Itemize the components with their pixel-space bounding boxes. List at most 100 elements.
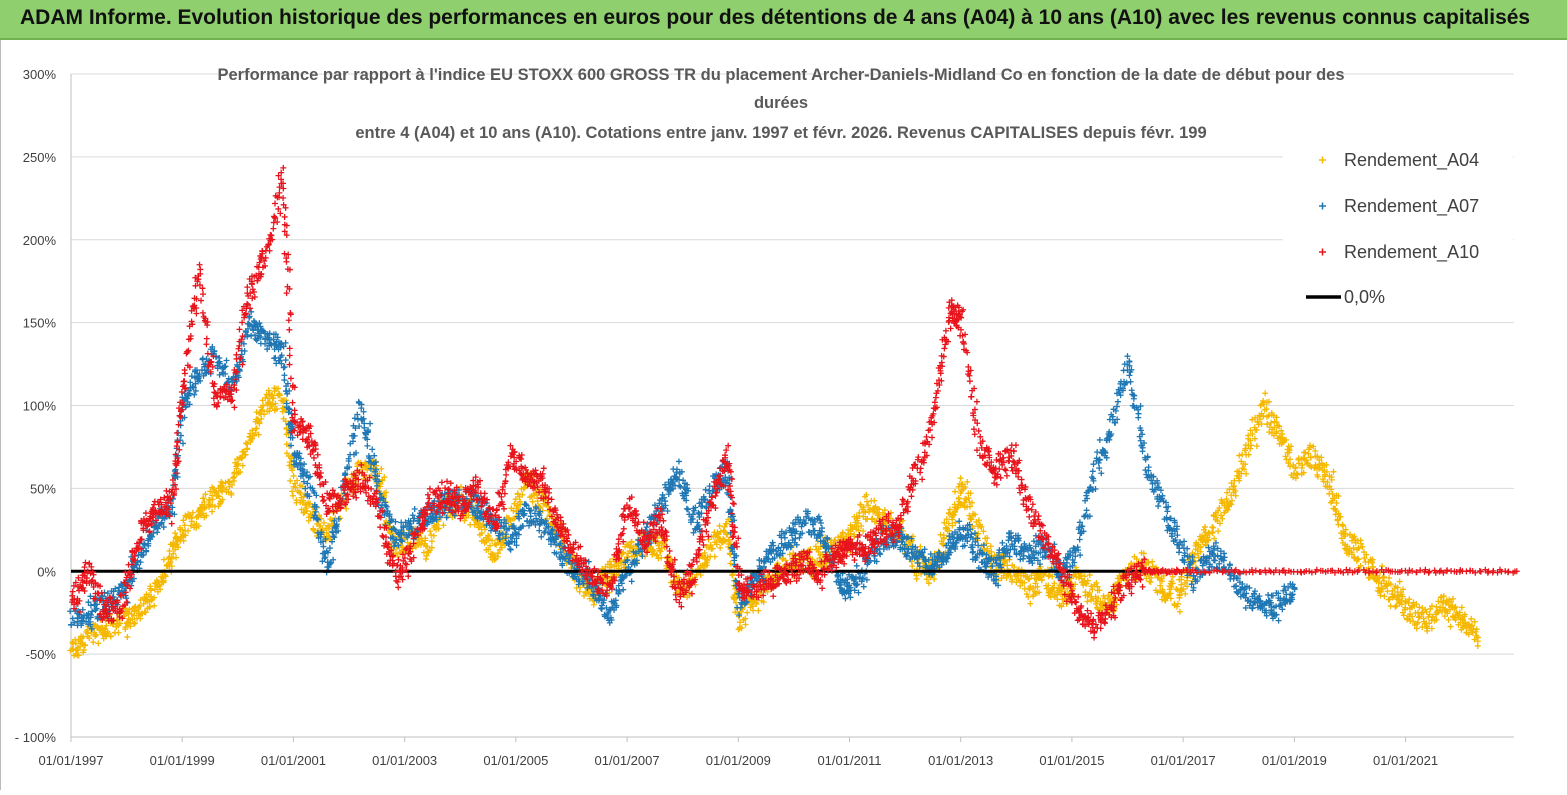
data-point (1139, 448, 1145, 454)
data-point (283, 357, 289, 363)
data-point (1084, 507, 1090, 513)
y-axis-ticks: 300%250%200%150%100%50%0%-50%- 100% (15, 67, 57, 745)
x-tick-label: 01/01/2005 (483, 753, 548, 768)
data-point (988, 564, 994, 570)
data-point (1392, 604, 1398, 610)
data-point (703, 487, 709, 493)
data-point (1448, 624, 1454, 630)
data-point (658, 549, 664, 555)
data-point (427, 528, 433, 534)
data-point (412, 506, 418, 512)
x-tick-label: 01/01/2019 (1262, 753, 1327, 768)
data-point (1087, 572, 1093, 578)
data-point (1302, 450, 1308, 456)
report-banner: ADAM Informe. Evolution historique des p… (0, 0, 1567, 40)
data-point (1077, 537, 1083, 543)
data-point (909, 563, 915, 569)
data-point (248, 333, 254, 339)
data-point (629, 578, 635, 584)
data-point (684, 506, 690, 512)
x-tick-label: 01/01/2003 (372, 753, 437, 768)
data-point (115, 630, 121, 636)
y-tick-label: 200% (23, 233, 57, 248)
x-tick-label: 01/01/2017 (1151, 753, 1216, 768)
data-point (1330, 469, 1336, 475)
data-point (952, 520, 958, 526)
data-point (1177, 609, 1183, 615)
data-point (1148, 579, 1154, 585)
data-point (367, 421, 373, 427)
data-point (90, 639, 96, 645)
data-point (1210, 525, 1216, 531)
data-point (1268, 420, 1274, 426)
y-tick-label: -50% (26, 647, 57, 662)
data-point (1254, 443, 1260, 449)
data-point (685, 506, 691, 512)
data-point (431, 533, 437, 539)
data-point (1468, 616, 1474, 622)
y-tick-label: 150% (23, 316, 57, 331)
data-point (310, 527, 316, 533)
data-point (343, 506, 349, 512)
data-point (523, 501, 529, 507)
data-point (1381, 593, 1387, 599)
data-point (1155, 503, 1161, 509)
performance-chart: 300%250%200%150%100%50%0%-50%- 100% 01/0… (1, 40, 1567, 790)
data-point (290, 493, 296, 499)
y-tick-label: 250% (23, 150, 57, 165)
data-point (970, 550, 976, 556)
data-point (242, 348, 248, 354)
data-point (755, 608, 761, 614)
data-point (151, 603, 157, 609)
data-point (1386, 575, 1392, 581)
data-point (1098, 470, 1104, 476)
x-tick-label: 01/01/1997 (38, 753, 103, 768)
data-point (676, 458, 682, 464)
data-point (956, 518, 962, 524)
data-point (1115, 399, 1121, 405)
data-point (818, 520, 824, 526)
data-point (538, 534, 544, 540)
data-point (1031, 538, 1037, 544)
data-point (744, 610, 750, 616)
data-point (364, 443, 370, 449)
data-point (1397, 579, 1403, 585)
data-point (676, 483, 682, 489)
data-point (535, 498, 541, 504)
data-point (95, 640, 101, 646)
data-point (1202, 524, 1208, 530)
data-point (644, 524, 650, 530)
x-tick-label: 01/01/2015 (1039, 753, 1104, 768)
data-point (727, 560, 733, 566)
data-point (577, 589, 583, 595)
data-point (1090, 468, 1096, 474)
data-point (1262, 390, 1268, 396)
x-tick-label: 01/01/2013 (928, 753, 993, 768)
data-point (712, 554, 718, 560)
data-point (1136, 411, 1142, 417)
data-point (1126, 372, 1132, 378)
data-point (782, 535, 788, 541)
data-point (1446, 617, 1452, 623)
data-point (440, 522, 446, 528)
data-point (429, 538, 435, 544)
data-point (871, 498, 877, 504)
y-tick-label: - 100% (15, 730, 57, 745)
data-point (861, 584, 867, 590)
x-tick-label: 01/01/2021 (1373, 753, 1438, 768)
data-point (369, 446, 375, 452)
data-point (1027, 601, 1033, 607)
data-point (1388, 603, 1394, 609)
data-point (854, 563, 860, 569)
x-tick-label: 01/01/2011 (817, 753, 881, 768)
data-point (161, 557, 167, 563)
data-point (224, 357, 230, 363)
data-point (1128, 379, 1134, 385)
data-point (1097, 437, 1103, 443)
y-tick-label: 50% (30, 481, 56, 496)
data-point (877, 551, 883, 557)
series-Rendement_A04 (67, 385, 1480, 659)
y-tick-label: 300% (23, 67, 57, 82)
data-point (979, 559, 985, 565)
data-point (1236, 453, 1242, 459)
